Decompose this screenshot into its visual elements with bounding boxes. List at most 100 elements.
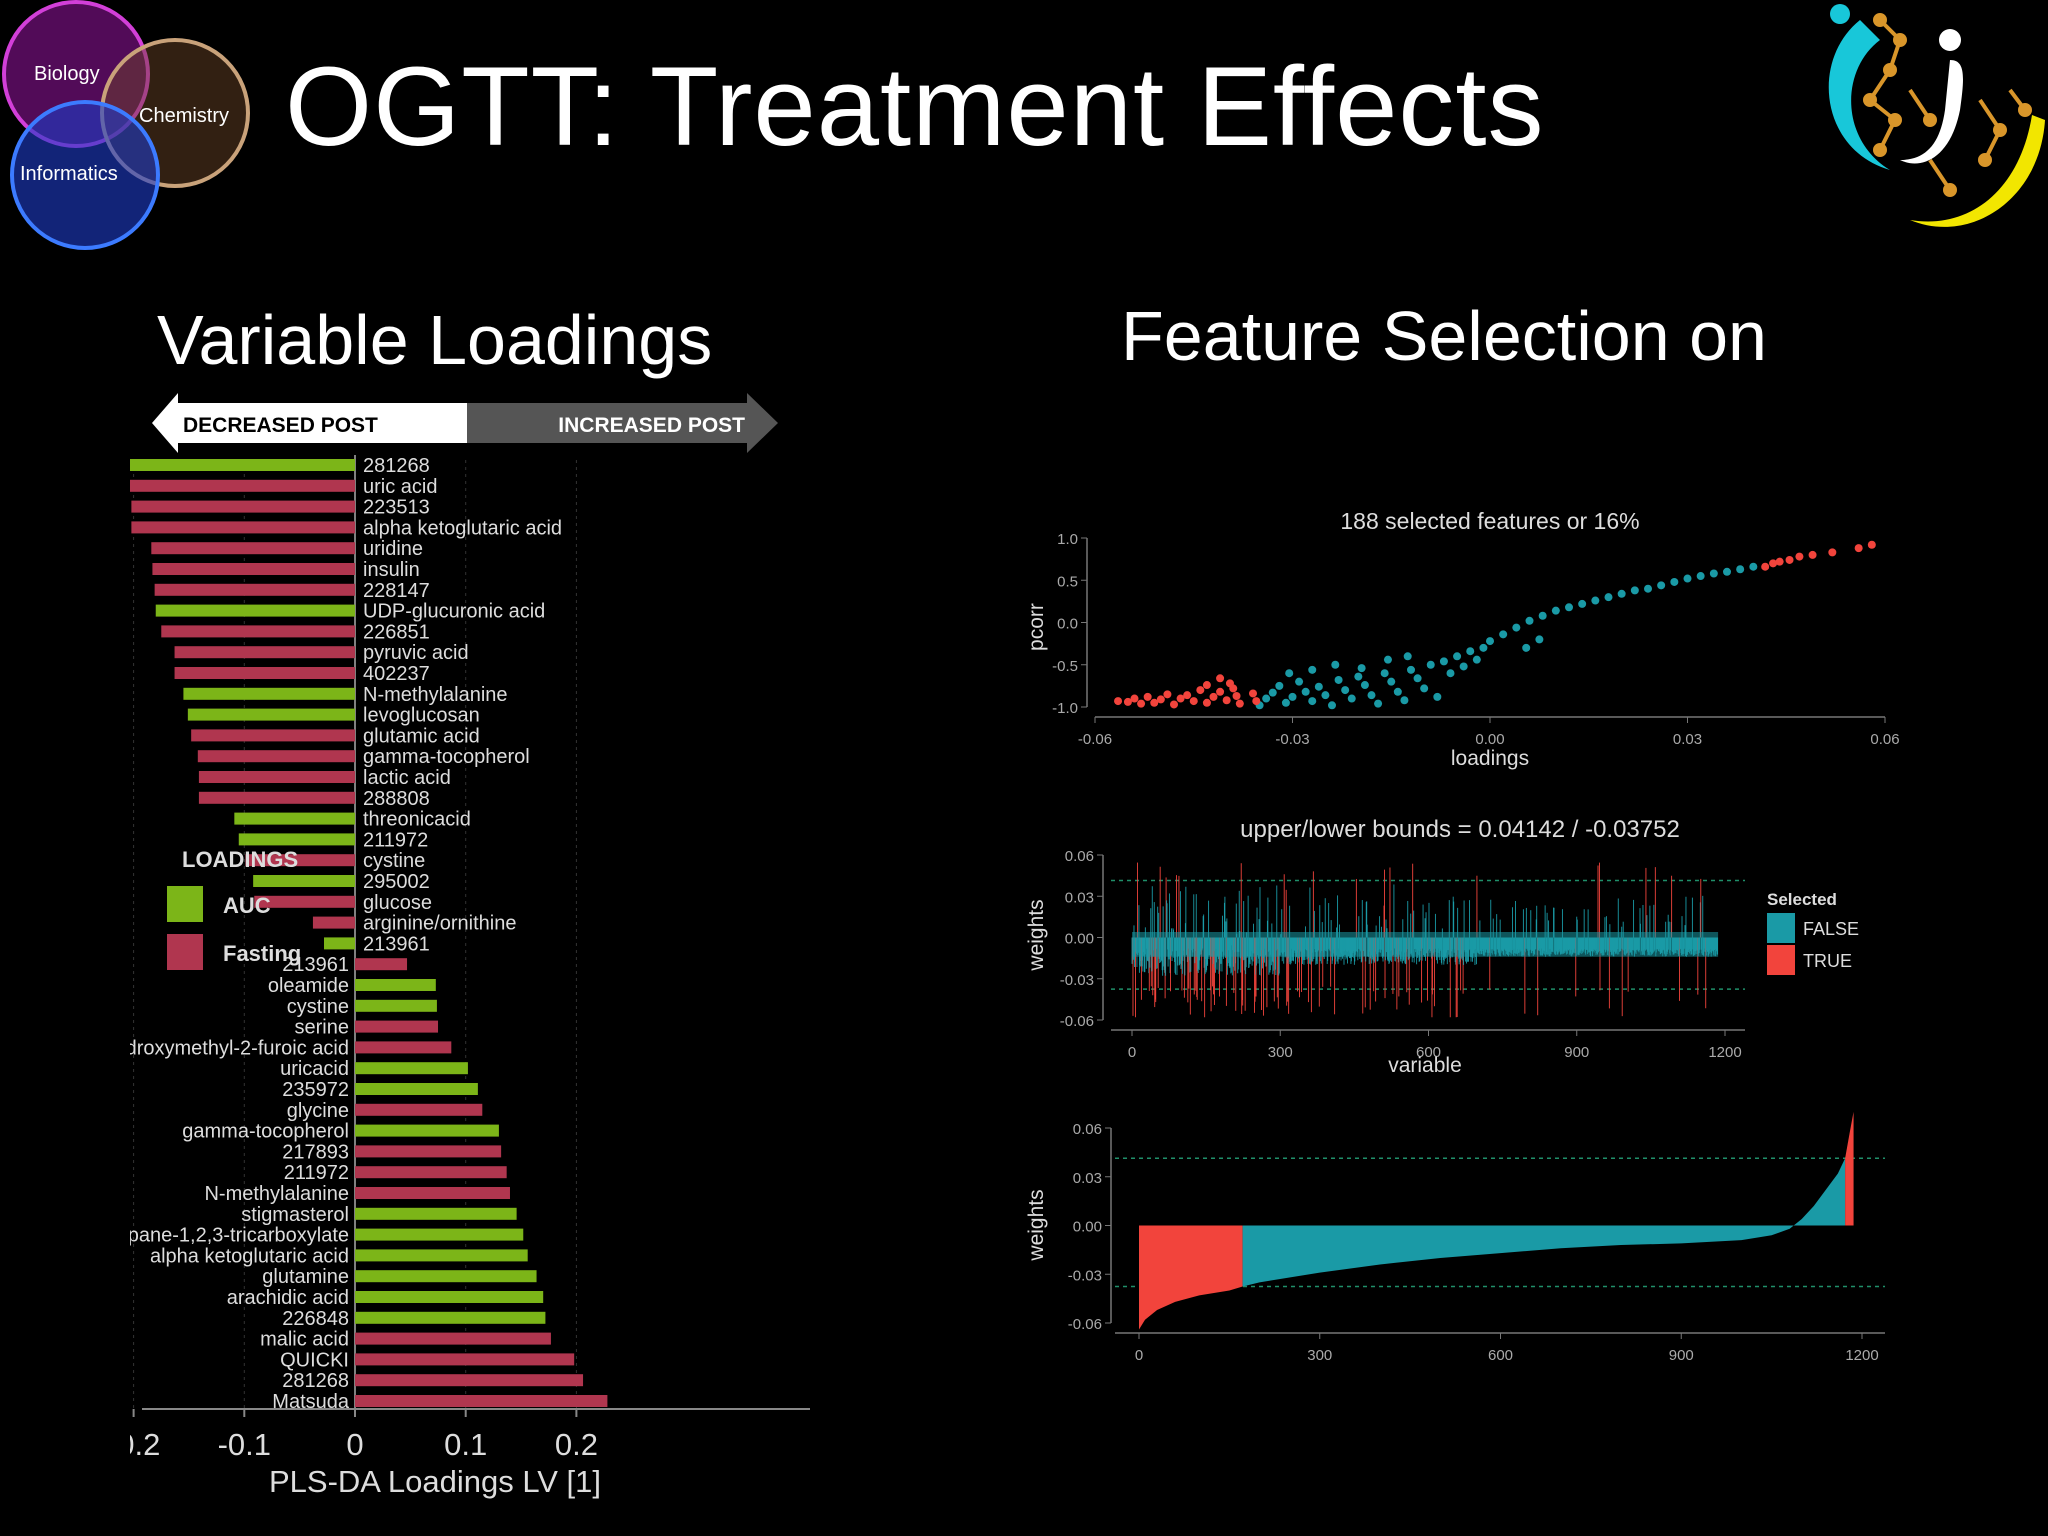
loading-bar [253,875,355,887]
loading-bar [355,1291,544,1303]
point-false [1328,701,1336,710]
x-tick-label: 0 [346,1427,363,1462]
loading-bar [355,958,408,971]
area-selected-high [1845,1111,1854,1226]
bar-label: lactic acid [363,767,451,789]
loading-bar [355,1332,551,1345]
bar-label: 281268 [363,455,430,477]
point-true [1176,694,1185,703]
loading-bar [254,895,355,908]
loading-bar [245,854,355,867]
bar-label: N-methylalanine [204,1183,349,1205]
x-tick-label: 1200 [1845,1347,1878,1360]
loading-bar [355,1124,499,1137]
point-false [1420,684,1429,693]
loading-bar [355,979,436,991]
point-true [1795,552,1804,561]
x-tick-label: 0.06 [1870,731,1899,748]
point-false [1644,584,1652,593]
bar-label: malic acid [260,1329,349,1351]
point-true [1867,540,1876,549]
bar-label: stigmasterol [241,1204,349,1226]
y-tick-label: -0.03 [1060,972,1094,989]
y-tick-label: 0.03 [1065,889,1094,906]
point-false [1407,665,1415,674]
point-false [1499,630,1508,639]
x-tick-label: 300 [1307,1347,1332,1360]
bar-label: glucose [363,892,432,914]
arrow-decreased-label: DECREASED POST [183,414,378,437]
logo-cyan-arc [1828,20,1890,170]
loading-bar [238,833,355,846]
point-true [1202,698,1211,707]
scatter-xlabel: loadings [1451,747,1529,770]
loading-bar [355,1374,584,1387]
loading-bar [130,479,355,492]
bar-label: oleamide [268,975,349,997]
point-true [1189,697,1198,706]
loading-bar [355,1228,524,1241]
logo-white-j [1900,60,1963,164]
point-false [1538,611,1547,620]
y-tick-label: 0.06 [1065,848,1094,865]
loading-bar [197,750,355,763]
bar-label: uridine [363,538,423,560]
bar-label: 226851 [363,621,430,643]
bar-label: 5-hydroxymethyl-2-furoic acid [130,1037,349,1059]
y-tick-label: 1.0 [1057,531,1078,548]
point-false [1453,652,1462,661]
bar-label: gamma-tocopherol [363,746,530,768]
loading-bar [355,1249,528,1262]
legend-label-false: FALSE [1803,919,1859,939]
bar-label: cystine [287,996,349,1018]
y-tick-label: 0.00 [1073,1219,1102,1236]
point-true [1216,674,1225,683]
bounds-title: upper/lower bounds = 0.04142 / -0.03752 [1240,816,1680,843]
point-true [1183,691,1192,700]
point-false [1308,697,1317,706]
loading-bar [198,791,355,804]
point-false [1400,696,1409,705]
point-false [1275,681,1284,690]
bar-label: 223513 [363,497,430,519]
pcorr-scatter-chart: 188 selected features or 16% -1.0 -0.5 0.0… [1025,508,1900,770]
point-true [1170,700,1178,709]
loading-bar [154,583,355,596]
weights-by-variable-chart: upper/lower bounds = 0.04142 / -0.03752 … [1025,816,1859,1077]
point-false [1262,694,1271,703]
point-false [1341,686,1350,695]
loading-bar [174,667,355,679]
point-false [1535,635,1544,644]
point-true [1137,699,1146,708]
point-false [1459,662,1468,671]
point-false [1578,599,1587,608]
bar-label: gamma-tocopherol [182,1121,349,1143]
point-false [1709,569,1718,578]
point-false [1591,596,1600,605]
bar-label: arginine/ornithine [363,913,516,935]
bar-label: 228147 [363,580,430,602]
loading-bar [152,563,355,575]
sorted-ylabel: weights [1025,1189,1048,1261]
point-false [1657,581,1666,590]
point-true [1225,679,1234,688]
point-true [1156,695,1165,704]
bar-label: uric acid [363,476,437,498]
point-true [1202,681,1211,690]
x-tick-label: 900 [1669,1347,1694,1360]
point-false [1288,692,1297,701]
loading-bar [161,625,355,638]
venn-circle-informatics [10,100,160,250]
point-false [1630,586,1639,595]
legend-swatch-true [1767,945,1795,975]
loading-bar [355,1353,575,1366]
legend-title: LOADINGS [182,847,298,872]
y-tick-label: 0.03 [1073,1170,1102,1187]
bar-label: alpha ketoglutaric acid [363,517,562,539]
arrow-decreased [152,393,467,453]
point-false [1565,603,1573,612]
loadings-bar-chart: DECREASED POST INCREASED POST 281268uric… [130,393,810,1499]
point-false [1736,565,1745,574]
venn-diagram: Biology Chemistry Informatics [2,0,250,250]
legend-swatch-auc [167,886,203,922]
